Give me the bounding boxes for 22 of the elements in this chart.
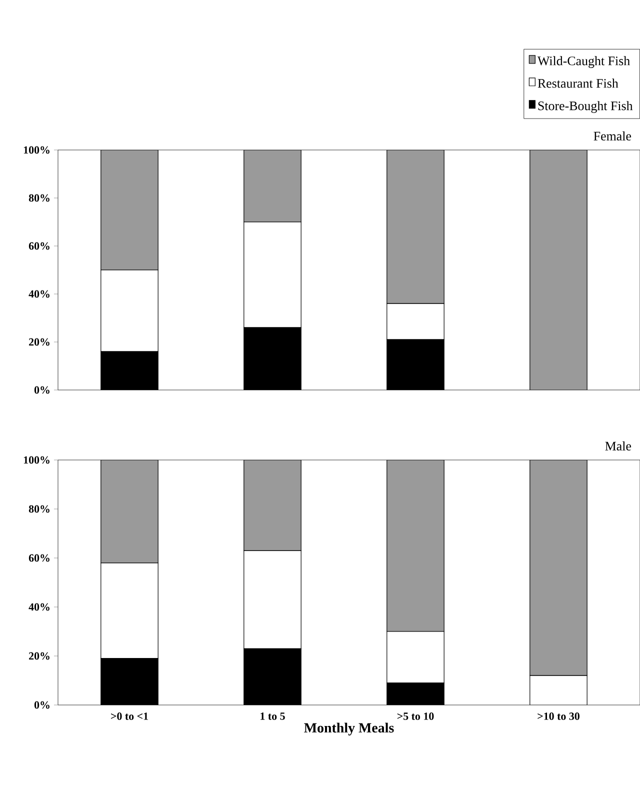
y-tick-label: 0% (34, 386, 50, 394)
y-tick-label: 100% (24, 146, 50, 154)
y-tick-label: 60% (28, 554, 50, 562)
legend-label: Store-Bought Fish (538, 101, 633, 113)
y-tick-label: 20% (29, 652, 50, 660)
y-tick-label: 80% (28, 505, 50, 513)
legend-label: Restaurant Fish (538, 78, 618, 88)
x-tick-label: >10 to 30 (538, 712, 580, 720)
x-tick-label: >5 to 10 (397, 712, 434, 720)
chart-title: Female (594, 131, 632, 140)
x-axis-title: Monthly Meals (304, 722, 394, 736)
y-tick-label: 100% (24, 456, 50, 464)
x-tick-label: 1 to 5 (260, 712, 285, 720)
y-tick-label: 40% (28, 603, 50, 611)
y-tick-label: 20% (29, 338, 50, 346)
x-tick-label: >0 to <1 (111, 712, 148, 720)
y-tick-label: 40% (28, 290, 50, 298)
y-tick-label: 80% (28, 194, 50, 202)
y-tick-label: 60% (28, 242, 50, 250)
y-tick-label: 0% (34, 701, 50, 709)
legend-label: Wild-Caught Fish (537, 56, 630, 68)
chart-title: Male (605, 441, 632, 450)
